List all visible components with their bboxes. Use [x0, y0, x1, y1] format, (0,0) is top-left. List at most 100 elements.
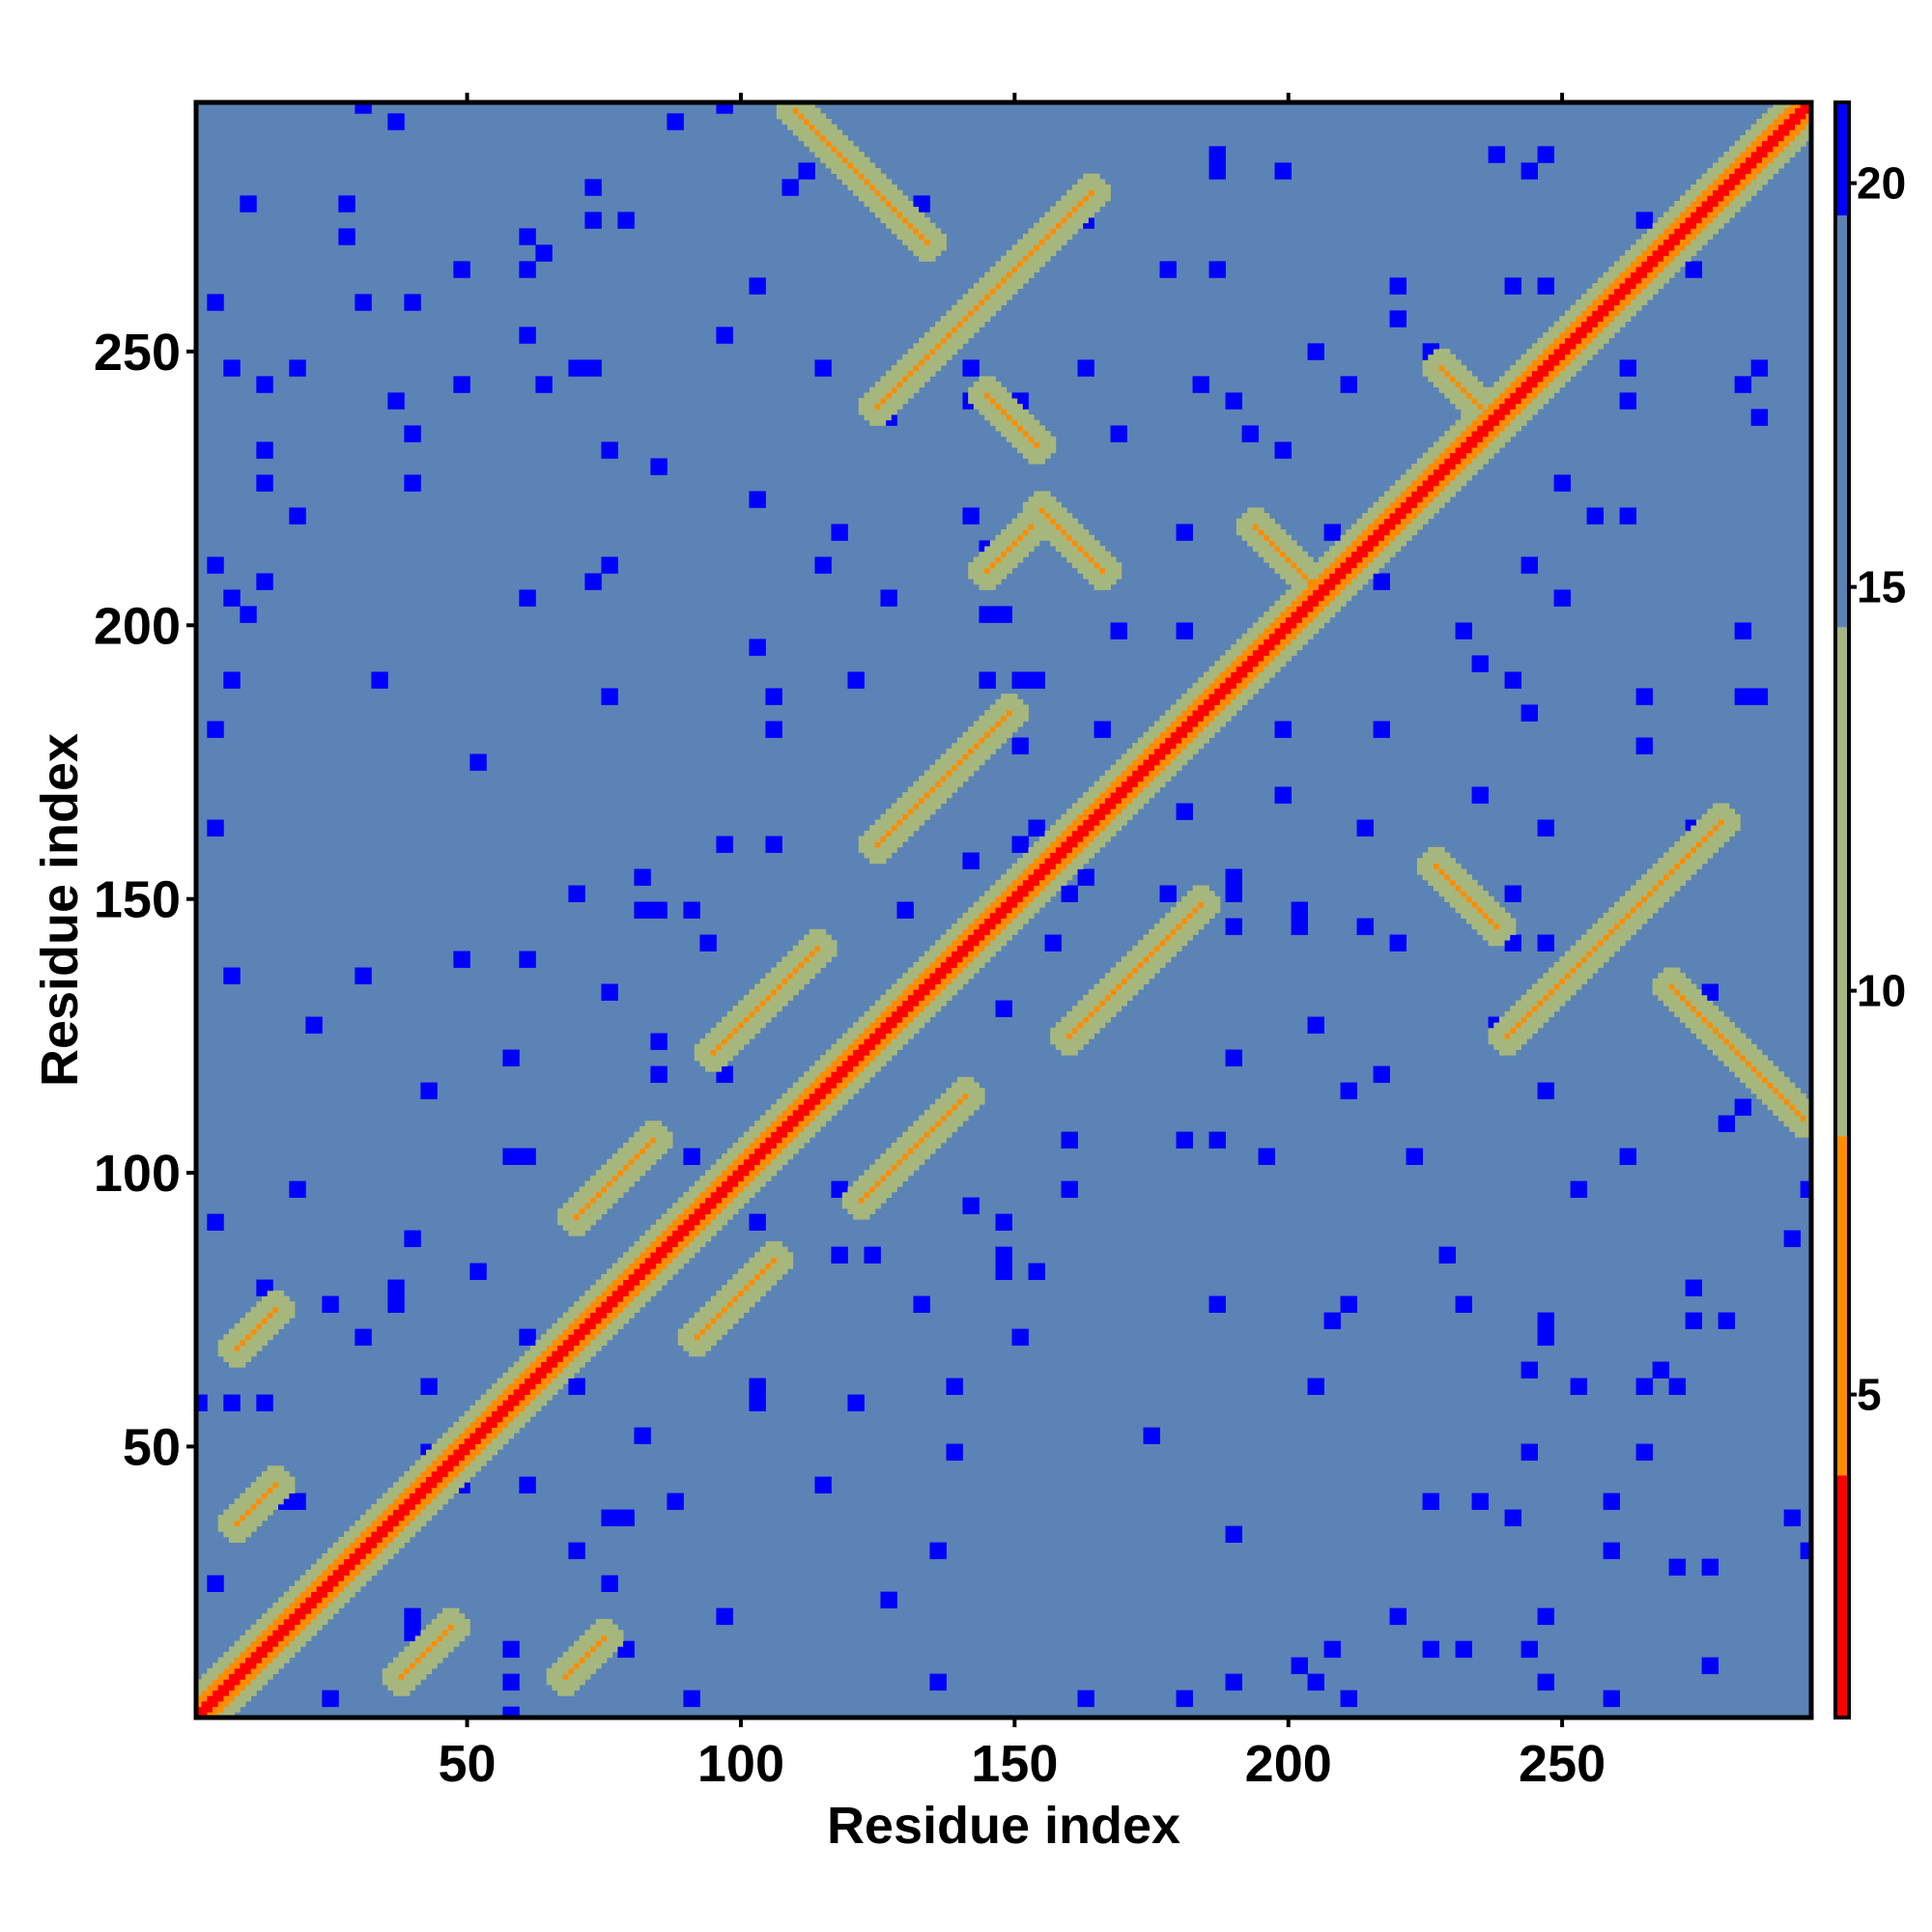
heatmap-cell	[420, 1509, 438, 1516]
heatmap-cell	[814, 1060, 832, 1066]
heatmap-cell	[1028, 497, 1057, 503]
heatmap-cell	[1603, 299, 1621, 306]
heatmap-cell	[1728, 1065, 1752, 1072]
heatmap-cell	[1433, 885, 1456, 892]
heatmap-cell	[1619, 1158, 1637, 1165]
heatmap-cell	[1383, 491, 1402, 497]
heatmap-cell	[502, 1646, 520, 1653]
heatmap-cell	[519, 600, 536, 607]
heatmap-cell	[546, 1328, 564, 1335]
heatmap-cell	[722, 1312, 745, 1319]
heatmap-cell	[1296, 622, 1308, 629]
heatmap-cell	[1285, 616, 1303, 623]
heatmap-cell	[913, 989, 930, 996]
heatmap-cell	[1280, 649, 1297, 656]
heatmap-cell	[1783, 1230, 1802, 1236]
heatmap-cell	[765, 1164, 782, 1171]
heatmap-cell	[1280, 611, 1292, 618]
heatmap-cell	[535, 244, 553, 251]
heatmap-cell	[289, 359, 306, 366]
heatmap-cell	[1077, 879, 1094, 886]
heatmap-cell	[201, 1673, 219, 1680]
heatmap-cell	[469, 1405, 487, 1412]
heatmap-cell	[749, 649, 766, 656]
heatmap-cell	[880, 376, 903, 383]
heatmap-cell	[601, 698, 618, 705]
heatmap-cell	[738, 1191, 755, 1198]
heatmap-cell	[1373, 721, 1390, 727]
heatmap-cell	[552, 1350, 569, 1357]
heatmap-cell	[1121, 956, 1144, 963]
heatmap-cell	[754, 1175, 772, 1181]
heatmap-cell	[831, 1246, 848, 1253]
heatmap-cell	[1389, 277, 1406, 284]
heatmap-cell	[1449, 480, 1467, 487]
heatmap-cell	[1438, 1257, 1456, 1264]
heatmap-cell	[557, 1690, 575, 1696]
y-tick-label: 250	[94, 324, 181, 382]
heatmap-cell	[1510, 409, 1522, 415]
heatmap-cell	[979, 277, 1002, 284]
heatmap-cell	[1433, 441, 1451, 448]
heatmap-cell	[278, 1482, 296, 1489]
heatmap-cell	[902, 792, 925, 799]
heatmap-cell	[1570, 359, 1588, 366]
heatmap-cell	[1795, 135, 1812, 142]
heatmap-cell	[1537, 1618, 1555, 1626]
heatmap-cell	[956, 1098, 963, 1105]
heatmap-cell	[1159, 731, 1172, 738]
heatmap-cell	[946, 983, 963, 990]
heatmap-cell	[541, 1350, 553, 1357]
heatmap-cell	[1734, 698, 1769, 705]
heatmap-cell	[1061, 524, 1084, 530]
heatmap-cell	[946, 1454, 963, 1462]
heatmap-cell	[995, 1213, 1012, 1220]
heatmap-cell	[459, 1416, 476, 1423]
heatmap-cell	[322, 1690, 339, 1696]
heatmap-cell	[726, 1301, 733, 1308]
heatmap-cell	[1362, 513, 1379, 520]
heatmap-cell	[1718, 1125, 1736, 1132]
heatmap-cell	[694, 1312, 717, 1319]
heatmap-cell	[1504, 425, 1521, 432]
heatmap-cell	[946, 1109, 952, 1116]
heatmap-cell	[1750, 365, 1769, 372]
heatmap-cell	[1728, 1043, 1736, 1050]
heatmap-cell	[404, 485, 421, 492]
heatmap-cell	[1701, 217, 1714, 224]
heatmap-cell	[1449, 370, 1472, 377]
heatmap-cell	[1291, 1662, 1308, 1669]
heatmap-cell	[907, 1125, 930, 1132]
heatmap-cell	[1285, 606, 1297, 612]
heatmap-cell	[1662, 267, 1681, 273]
heatmap-cell	[979, 616, 1012, 623]
x-tick-label: 250	[1519, 1735, 1605, 1793]
heatmap-cell	[1712, 830, 1736, 837]
heatmap-cell	[420, 1082, 438, 1089]
heatmap-cell	[962, 852, 980, 859]
heatmap-cell	[1017, 398, 1029, 405]
heatmap-cell	[447, 1482, 466, 1489]
heatmap-cell	[1515, 403, 1527, 410]
heatmap-cell	[562, 1355, 575, 1362]
heatmap-cell	[1307, 1388, 1324, 1395]
heatmap-cell	[546, 1679, 585, 1686]
heatmap-cell	[1679, 989, 1703, 996]
heatmap-cell	[847, 1055, 865, 1062]
heatmap-cell	[1438, 386, 1462, 393]
heatmap-cell	[1055, 201, 1078, 208]
heatmap-cell	[519, 267, 536, 273]
heatmap-cell	[1340, 1306, 1357, 1313]
heatmap-cell	[1001, 901, 1018, 908]
heatmap-cell	[601, 694, 618, 700]
heatmap-cell	[1329, 600, 1347, 607]
heatmap-cell	[1006, 551, 1029, 557]
heatmap-cell	[414, 1515, 433, 1521]
heatmap-cell	[1258, 1148, 1275, 1154]
heatmap-cell	[1756, 1071, 1763, 1078]
heatmap-cell	[1455, 403, 1478, 410]
heatmap-cell	[1756, 162, 1769, 169]
heatmap-cell	[995, 425, 1018, 432]
heatmap-cell	[1094, 556, 1117, 563]
heatmap-cell	[853, 1180, 876, 1187]
